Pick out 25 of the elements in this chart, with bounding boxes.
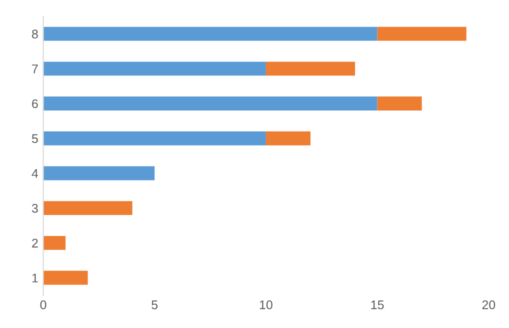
bar <box>43 166 155 180</box>
bar <box>377 96 422 110</box>
bar <box>43 62 266 76</box>
y-tick-label: 6 <box>32 99 38 108</box>
bar <box>43 201 132 216</box>
bar <box>43 96 378 110</box>
bar <box>266 62 356 76</box>
y-tick-label: 1 <box>32 274 38 282</box>
x-tick-label: 5 <box>152 300 158 310</box>
y-tick-label: 8 <box>32 30 38 38</box>
bar <box>43 236 66 250</box>
y-tick-label: 4 <box>32 169 38 178</box>
y-tick-label: 2 <box>32 238 38 248</box>
bar <box>43 270 88 285</box>
bar <box>43 26 378 41</box>
x-tick-label: 20 <box>482 300 496 310</box>
x-tick-label: 10 <box>260 300 272 310</box>
y-tick-label: 3 <box>32 204 38 213</box>
y-tick-label: 5 <box>32 134 38 144</box>
bar <box>43 131 266 146</box>
x-tick-label: 0 <box>40 300 46 310</box>
bar <box>377 26 466 41</box>
x-tick-label: 15 <box>371 300 384 310</box>
bar <box>266 131 310 146</box>
y-tick-label: 7 <box>32 64 38 74</box>
